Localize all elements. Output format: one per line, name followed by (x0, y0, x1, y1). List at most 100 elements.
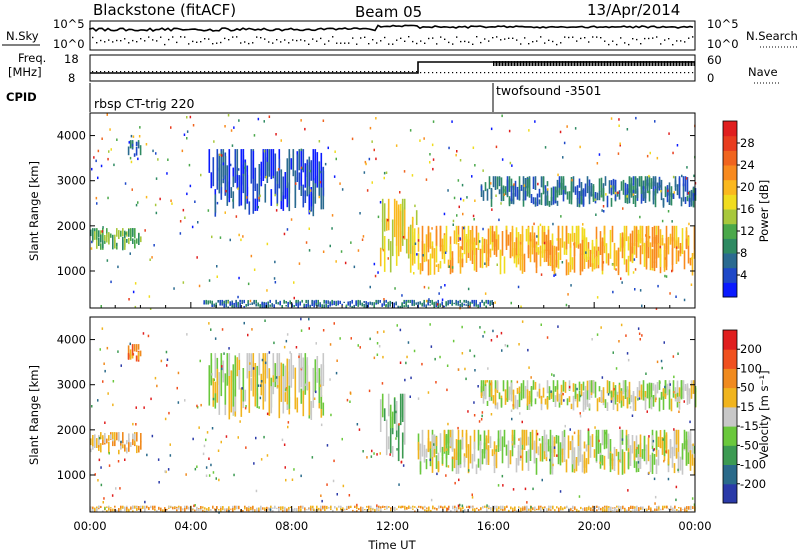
velocity-cell (618, 505, 620, 509)
power-cell (288, 149, 291, 175)
power-cell (532, 176, 535, 189)
velocity-speckle (350, 337, 352, 340)
velocity-cell (508, 509, 510, 512)
velocity-cell (530, 508, 532, 512)
power-cell (551, 240, 554, 269)
power-speckle (365, 162, 367, 166)
power-cell (270, 189, 273, 206)
power-cell (423, 243, 426, 263)
velocity-speckle (214, 337, 217, 340)
velocity-cell (659, 430, 662, 449)
power-speckle (554, 273, 557, 276)
nave-dense-point (601, 61, 602, 66)
nave-dense-point (658, 61, 659, 66)
velocity-cell (692, 506, 694, 509)
power-speckle (274, 193, 276, 197)
power-cell (612, 185, 615, 195)
velocity-cell (662, 388, 665, 397)
velocity-speckle (215, 477, 217, 480)
power-cell (429, 232, 432, 249)
power-cell (457, 225, 460, 242)
velocity-speckle (518, 438, 520, 441)
velocity-cell (236, 505, 238, 510)
velocity-speckle (607, 393, 610, 396)
velocity-cell (583, 441, 586, 449)
power-speckle (432, 158, 435, 161)
power-cell (506, 176, 509, 193)
velocity-speckle (168, 411, 170, 415)
velocity-cell (579, 447, 582, 462)
power-cell (447, 300, 449, 306)
velocity-cell (286, 358, 289, 384)
noise-search-point (204, 38, 206, 40)
power-cell (538, 188, 541, 198)
nave-point (540, 72, 542, 74)
velocity-speckle (398, 483, 400, 486)
power-speckle (626, 195, 628, 198)
power-speckle (448, 265, 450, 268)
noise-search-point (448, 41, 450, 44)
velocity-speckle (157, 458, 160, 461)
time-axis-tick-label: 20:00 (578, 519, 611, 533)
velocity-cell (214, 393, 217, 409)
velocity-cell (137, 344, 140, 350)
power-cell (100, 243, 102, 250)
power-speckle (110, 148, 112, 151)
velocity-cell (558, 399, 561, 408)
noise-search-point (620, 37, 622, 39)
velocity-speckle (612, 351, 614, 354)
power-cell (536, 193, 539, 207)
velocity-cell (509, 450, 512, 465)
power-cell (577, 225, 580, 245)
power-speckle (130, 160, 133, 164)
velocity-cell (212, 378, 215, 407)
velocity-cell (176, 508, 178, 510)
power-cell (234, 149, 237, 183)
nave-point (632, 72, 634, 74)
power-cell (463, 303, 465, 306)
power-cell (612, 178, 615, 190)
nave-dense-point (682, 61, 683, 66)
velocity-cell (408, 505, 410, 509)
velocity-cell (244, 507, 246, 510)
velocity-cell (232, 506, 234, 508)
power-speckle (304, 127, 306, 131)
power-cell (399, 210, 402, 252)
nave-dense-point (535, 61, 536, 66)
velocity-cell (473, 441, 476, 462)
velocity-cell (673, 463, 676, 474)
velocity-cell (242, 510, 244, 512)
velocity-speckle (275, 376, 278, 379)
velocity-cell (504, 389, 507, 405)
power-speckle (155, 177, 158, 180)
power-speckle (124, 182, 127, 185)
noise-search-point (236, 36, 238, 38)
power-cell (262, 149, 265, 181)
noise-search-point (316, 40, 318, 42)
nave-point (656, 72, 658, 74)
velocity-cell (502, 380, 505, 392)
velocity-cell (544, 398, 547, 405)
velocity-cell (570, 403, 573, 410)
power-cell (528, 177, 531, 195)
velocity-cell (90, 438, 92, 446)
velocity-cell (546, 380, 549, 394)
noise-search-point (564, 36, 566, 38)
velocity-cell (280, 506, 282, 511)
nave-point (612, 72, 614, 74)
power-speckle (501, 158, 504, 161)
power-speckle (520, 305, 522, 308)
power-cell (649, 242, 652, 271)
power-speckle (107, 157, 109, 161)
power-cell (363, 303, 365, 306)
noise-search-point (664, 39, 666, 41)
velocity-cell (489, 436, 492, 448)
power-cell (405, 238, 408, 254)
power-cell (215, 302, 217, 307)
velocity-cell (516, 399, 519, 410)
velocity-cell (584, 385, 587, 405)
power-speckle (547, 188, 549, 191)
power-cell (216, 167, 219, 190)
velocity-cell (482, 391, 485, 404)
velocity-cell (242, 368, 245, 402)
